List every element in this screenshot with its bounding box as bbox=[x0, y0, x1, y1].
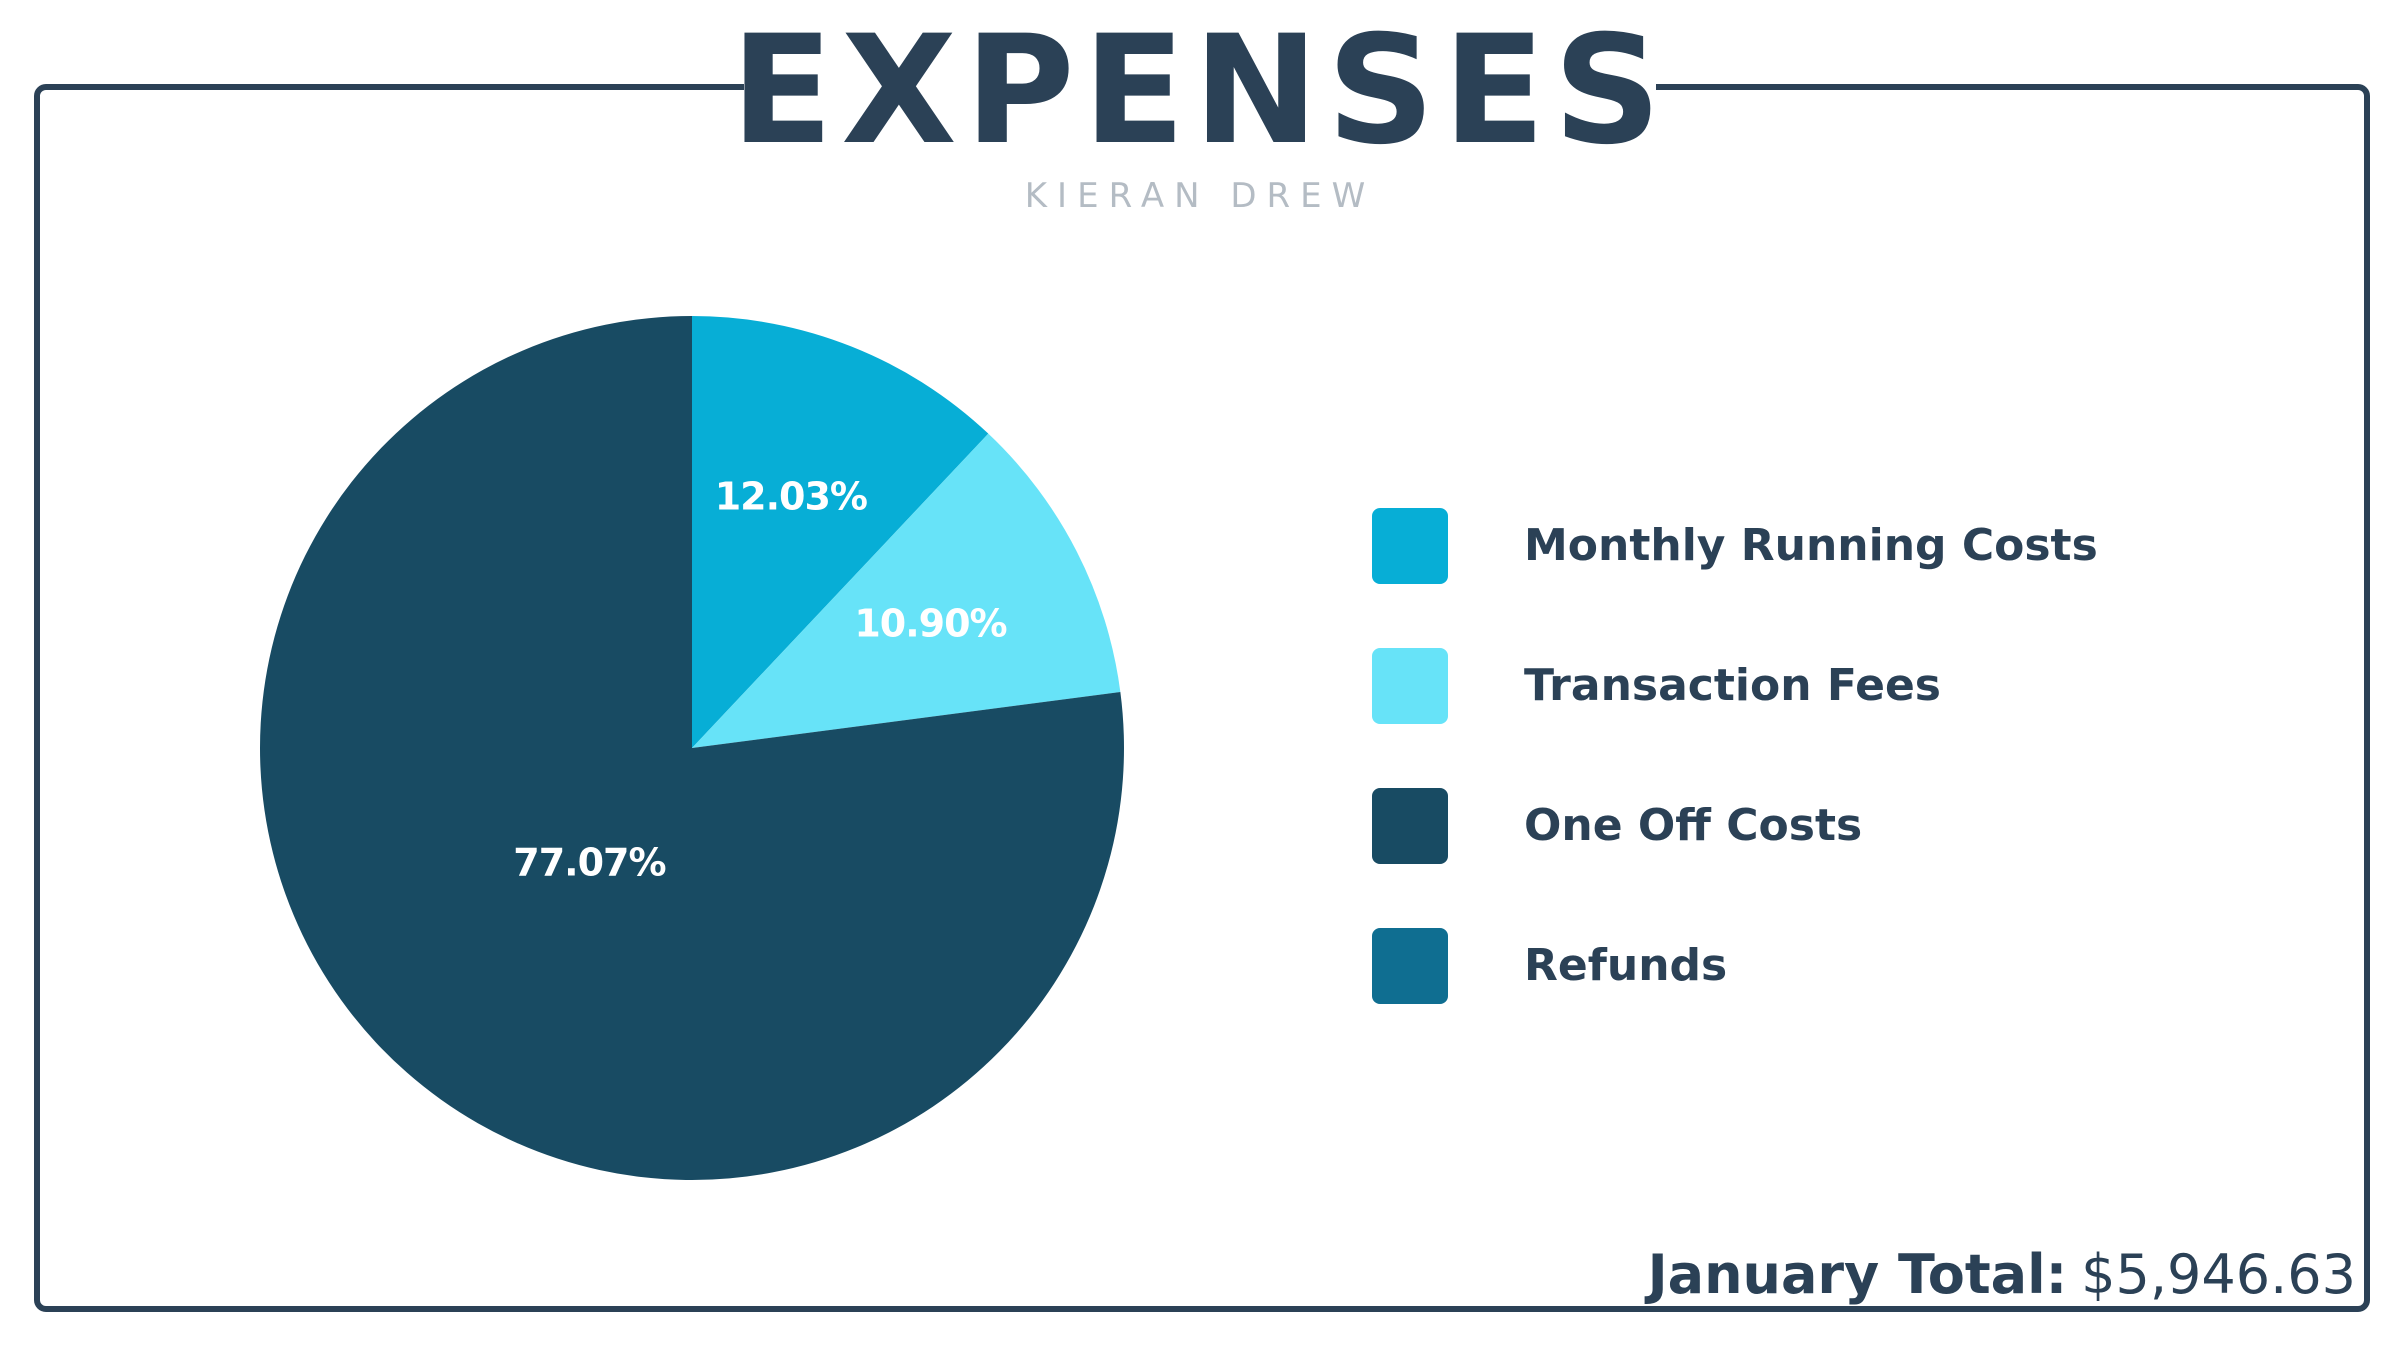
legend-swatch-monthly-running-costs bbox=[1372, 508, 1448, 584]
legend-label-transaction-fees: Transaction Fees bbox=[1524, 660, 1941, 711]
legend: Monthly Running Costs Transaction Fees O… bbox=[1372, 508, 2272, 1068]
legend-item-transaction-fees: Transaction Fees bbox=[1372, 648, 2272, 724]
legend-swatch-refunds bbox=[1372, 928, 1448, 1004]
pie-label-transaction-fees: 10.90% bbox=[854, 602, 1006, 646]
page-title: EXPENSES bbox=[730, 4, 1670, 178]
legend-swatch-one-off-costs bbox=[1372, 788, 1448, 864]
legend-label-refunds: Refunds bbox=[1524, 940, 1728, 991]
legend-item-monthly-running-costs: Monthly Running Costs bbox=[1372, 508, 2272, 584]
pie-label-monthly-running-costs: 12.03% bbox=[715, 475, 867, 519]
legend-label-one-off-costs: One Off Costs bbox=[1524, 800, 1863, 851]
page-subtitle: KIERAN DREW bbox=[1024, 176, 1376, 216]
legend-item-one-off-costs: One Off Costs bbox=[1372, 788, 2272, 864]
title-gap bbox=[744, 70, 1656, 110]
total-value: $5,946.63 bbox=[2081, 1243, 2356, 1306]
pie-slice-one-off-costs bbox=[260, 316, 1124, 1180]
legend-item-refunds: Refunds bbox=[1372, 928, 2272, 1004]
pie-slice-transaction-fees bbox=[692, 433, 1121, 748]
pie-label-one-off-costs: 77.07% bbox=[513, 840, 665, 884]
january-total: January Total: $5,946.63 bbox=[1648, 1240, 2356, 1310]
total-label: January Total: bbox=[1647, 1243, 2068, 1306]
legend-label-monthly-running-costs: Monthly Running Costs bbox=[1524, 520, 2098, 571]
legend-swatch-transaction-fees bbox=[1372, 648, 1448, 724]
pie-slice-monthly-running-costs bbox=[692, 316, 989, 748]
